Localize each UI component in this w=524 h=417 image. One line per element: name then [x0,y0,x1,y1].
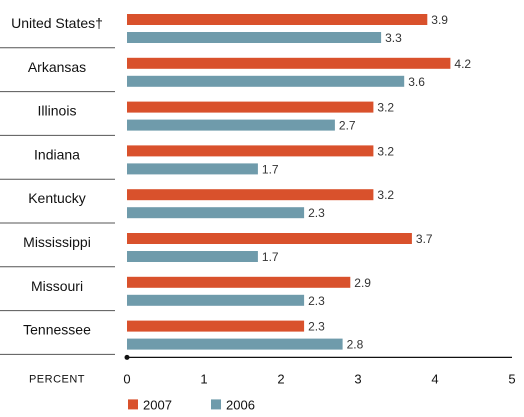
value-label-arkansas-2007: 4.2 [454,57,471,71]
x-tick-label-3: 3 [354,371,361,386]
value-label-missouri-2007: 2.9 [354,276,371,290]
category-label-missouri: Missouri [31,278,83,294]
x-tick-label-1: 1 [200,371,207,386]
legend-swatch-2006 [211,399,221,410]
value-label-tennessee-2007: 2.3 [308,320,325,334]
bar-arkansas-2006 [127,75,405,87]
category-rows: United States† Arkansas Illinois Indiana Ken… [0,15,115,355]
bar-indiana-2007 [127,145,374,157]
x-axis-title: PERCENT [29,373,85,385]
bars: 3.9 3.3 4.2 3.6 3.2 2.7 3.2 1.7 3.2 2.3 3.7 1.7 2.9 2… [127,13,471,352]
value-label-illinois-2007: 3.2 [377,101,394,115]
category-label-united-states: United States† [11,15,103,31]
category-label-indiana: Indiana [34,146,80,162]
bar-tennessee-2006 [127,338,343,350]
bar-indiana-2006 [127,163,258,175]
legend-swatch-2007 [128,399,138,410]
value-label-illinois-2006: 2.7 [339,119,356,133]
value-label-indiana-2006: 1.7 [262,162,279,176]
bar-arkansas-2007 [127,57,451,69]
bar-united-states-2006 [127,32,382,43]
category-label-mississippi: Mississippi [23,234,91,250]
value-label-kentucky-2006: 2.3 [308,206,325,220]
axis-origin-dot [124,354,130,360]
value-label-mississippi-2006: 1.7 [262,250,279,264]
value-label-united-states-2006: 3.3 [385,31,402,45]
category-label-arkansas: Arkansas [28,59,86,75]
bar-illinois-2007 [127,101,374,113]
value-label-kentucky-2007: 3.2 [377,188,394,202]
bar-mississippi-2006 [127,251,258,262]
bar-missouri-2006 [127,294,305,306]
value-label-united-states-2007: 3.9 [431,13,448,27]
value-label-missouri-2006: 2.3 [308,294,325,308]
value-label-tennessee-2006: 2.8 [347,338,364,352]
category-label-illinois: Illinois [38,103,77,119]
value-label-indiana-2007: 3.2 [377,144,394,158]
bar-missouri-2007 [127,276,351,288]
legend-label-2006: 2006 [226,397,255,412]
bar-kentucky-2006 [127,207,305,219]
legend: 2007 2006 [128,397,255,412]
value-label-mississippi-2007: 3.7 [416,232,433,246]
value-label-arkansas-2006: 3.6 [408,75,425,89]
x-tick-label-0: 0 [123,371,130,386]
bar-mississippi-2007 [127,233,412,244]
category-label-tennessee: Tennessee [23,322,91,338]
x-tick-label-5: 5 [508,371,515,386]
bar-illinois-2006 [127,119,335,131]
bar-united-states-2007 [127,14,428,25]
category-label-kentucky: Kentucky [28,190,86,206]
x-tick-label-4: 4 [431,371,438,386]
x-axis: PERCENT 0 1 2 3 4 5 [29,354,516,386]
x-tick-label-2: 2 [277,371,284,386]
bar-tennessee-2007 [127,320,305,332]
bar-kentucky-2007 [127,189,374,201]
legend-label-2007: 2007 [143,397,172,412]
